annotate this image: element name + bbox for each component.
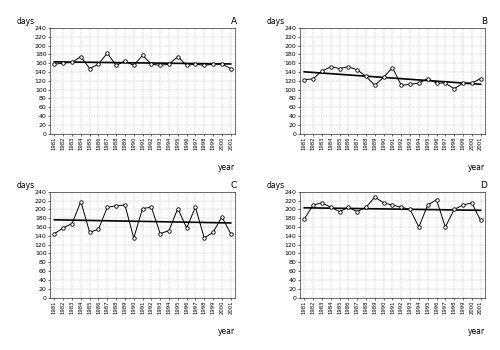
Text: year: year — [468, 163, 485, 172]
Text: D: D — [480, 181, 487, 190]
Text: year: year — [218, 327, 235, 336]
Text: B: B — [480, 17, 487, 26]
Text: A: A — [231, 17, 237, 26]
Text: C: C — [230, 181, 237, 190]
Text: days: days — [266, 17, 284, 26]
Text: days: days — [16, 17, 35, 26]
Text: year: year — [218, 163, 235, 172]
Text: days: days — [266, 181, 284, 190]
Text: days: days — [16, 181, 35, 190]
Text: year: year — [468, 327, 485, 336]
